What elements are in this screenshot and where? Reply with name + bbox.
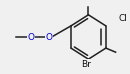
Text: Br: Br [82, 59, 91, 69]
Text: O: O [45, 32, 52, 42]
Text: Cl: Cl [118, 14, 127, 23]
Text: O: O [27, 32, 34, 42]
